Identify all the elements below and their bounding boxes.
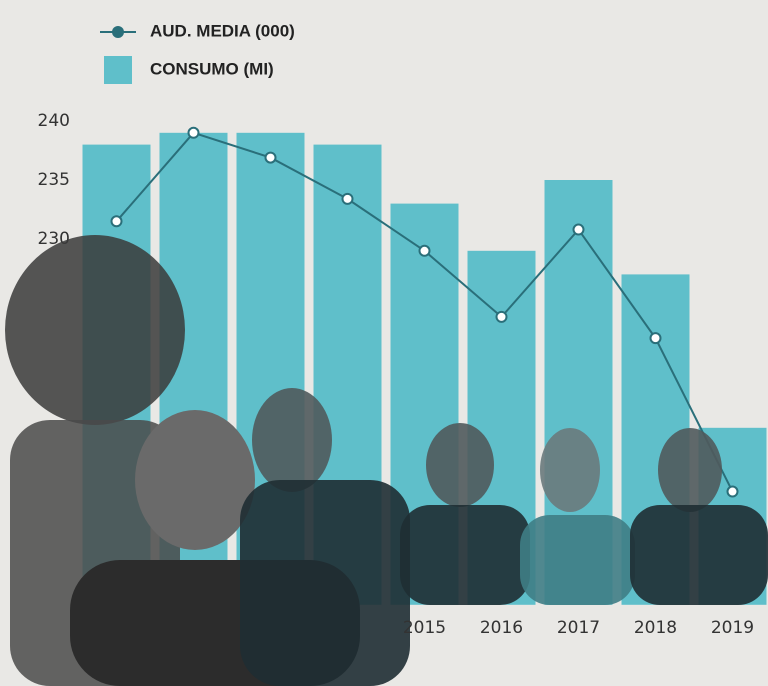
x-tick-label: 2016 bbox=[480, 618, 523, 638]
x-tick-label: 2015 bbox=[403, 618, 446, 638]
line-point bbox=[495, 310, 508, 323]
legend-swatch bbox=[104, 56, 132, 84]
photo-person bbox=[658, 428, 722, 512]
photo-person bbox=[630, 505, 768, 605]
x-tick-label: 2019 bbox=[711, 618, 754, 638]
y-tick-label: 235 bbox=[38, 170, 70, 190]
photo-person bbox=[240, 480, 410, 686]
legend-label: CONSUMO (MI) bbox=[150, 59, 274, 78]
line-point bbox=[110, 215, 123, 228]
photo-person bbox=[426, 423, 494, 507]
legend-label: AUD. MEDIA (000) bbox=[150, 21, 295, 40]
x-tick-label: 2018 bbox=[634, 618, 677, 638]
line-point bbox=[264, 151, 277, 164]
photos bbox=[5, 235, 768, 686]
line-point bbox=[726, 485, 739, 498]
photo-person bbox=[520, 515, 635, 605]
photo-person bbox=[252, 388, 332, 492]
line-point bbox=[418, 244, 431, 257]
line-point bbox=[572, 223, 585, 236]
photo-person bbox=[135, 410, 255, 550]
line-point bbox=[649, 332, 662, 345]
y-tick-label: 240 bbox=[38, 111, 70, 131]
line-point bbox=[341, 192, 354, 205]
photo-person bbox=[5, 235, 185, 425]
line-point bbox=[187, 126, 200, 139]
legend-marker bbox=[112, 26, 124, 38]
photo-person bbox=[400, 505, 530, 605]
legend: AUD. MEDIA (000) CONSUMO (MI) bbox=[100, 21, 295, 84]
x-tick-label: 2017 bbox=[557, 618, 600, 638]
photo-person bbox=[540, 428, 600, 512]
